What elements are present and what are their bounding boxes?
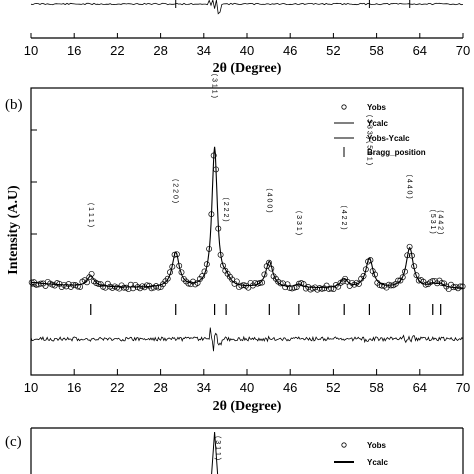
legend-ycalc: Ycalc: [367, 119, 388, 128]
panel-c-hkl-311: ( 3 1 1 ): [214, 436, 221, 460]
hkl-label: ( 2 2 2 ): [222, 198, 229, 222]
panel-a-ticks: 10 16 22 28 34 40 46 52 58 64 70: [24, 33, 470, 58]
panel-b-xtick-label: 46: [283, 380, 297, 395]
panel-b-xtick-label: 28: [153, 380, 167, 395]
legend-yobs-marker: [341, 104, 347, 110]
hkl-label: ( 4 4 0 ): [406, 175, 413, 199]
legend-diff: Yobs-Ycalc: [367, 134, 410, 143]
legend-yobs: Yobs: [367, 103, 387, 112]
yobs-point: [148, 285, 155, 292]
panel-a-xtick-label: 70: [456, 43, 470, 58]
panel-a-xtick-label: 40: [240, 43, 254, 58]
yobs-point: [360, 273, 367, 279]
panel-a-xtick-label: 22: [110, 43, 124, 58]
hkl-label: ( 3 1 1 ): [211, 74, 218, 98]
panel-a-xtick-label: 34: [197, 43, 211, 58]
yobs-point: [429, 278, 436, 285]
yobs-point: [328, 285, 335, 292]
yobs-point: [95, 280, 102, 287]
panel-b-xtick-label: 70: [456, 380, 470, 395]
panel-a-residual-line: [30, 0, 464, 15]
panel-c-legend: Yobs Ycalc: [334, 441, 388, 467]
yobs-point: [457, 283, 464, 290]
panel-c: (c) ( 3 1 1 ) Yobs Ycalc: [5, 427, 464, 474]
yobs-point: [296, 280, 302, 287]
yobs-point: [286, 284, 293, 291]
yobs-point: [220, 262, 226, 269]
c-legend-yobs-marker: [341, 442, 347, 448]
panel-b-xtick-label: 34: [197, 380, 211, 395]
yobs-point: [54, 280, 61, 287]
yobs-point: [266, 259, 272, 266]
panel-a-xtick-label: 52: [326, 43, 340, 58]
panel-b-hkl-labels: ( 1 1 1 ) ( 2 2 0 ) ( 3 1 1 ) ( 2 2 2 ) ( 4 …: [87, 74, 444, 235]
panel-a-xtick-label: 28: [153, 43, 167, 58]
hkl-label: ( 3 3 1 ): [295, 211, 302, 235]
yobs-point: [399, 274, 406, 281]
panel-a-residual: [30, 0, 464, 15]
yobs-point: [33, 281, 40, 288]
panel-b-legend: Yobs Ycalc Yobs-Ycalc Bragg_position: [334, 103, 426, 157]
yobs-point: [143, 282, 150, 289]
yobs-point: [277, 280, 284, 287]
c-legend-yobs: Yobs: [367, 441, 387, 450]
panel-c-label: (c): [5, 434, 22, 450]
hkl-label: ( 2 2 0 ): [172, 179, 179, 203]
panel-b-frame: [30, 87, 464, 376]
panel-c-peak-311: [211, 431, 219, 474]
panel-a-xtick-label: 46: [283, 43, 297, 58]
panel-b-xtick-label: 40: [240, 380, 254, 395]
yobs-point: [319, 285, 325, 292]
panel-b-label: (b): [5, 97, 23, 113]
panel-a-xtick-label: 10: [24, 43, 38, 58]
yobs-point: [325, 285, 332, 292]
yobs-point: [164, 275, 171, 282]
panel-b-xtick-label: 10: [24, 380, 38, 395]
panel-b-xtick-label: 22: [110, 380, 124, 395]
yobs-point: [254, 280, 261, 287]
hkl-label: ( 5 3 1 ): [429, 210, 436, 234]
yobs-point: [316, 285, 323, 292]
panel-b-difference-line: [30, 327, 464, 352]
panel-b-xlabel: 2θ (Degree): [213, 399, 282, 414]
yobs-point: [74, 283, 81, 290]
hkl-label: ( 4 4 2 ): [437, 210, 444, 234]
panel-a-xtick-label: 58: [369, 43, 383, 58]
yobs-point: [415, 277, 422, 284]
panel-b: (b) Intensity (A.U) Yobs Ycalc Yobs-Ycal…: [5, 74, 470, 414]
yobs-point: [256, 280, 263, 286]
hkl-label: ( 3 3 3 ) ( 5 1 1 ): [365, 115, 372, 165]
hkl-label: ( 4 2 2 ): [340, 206, 347, 230]
panel-a-xtick-label: 16: [67, 43, 81, 58]
panel-b-xtick-label: 52: [326, 380, 340, 395]
panel-b-xtick-label: 58: [369, 380, 383, 395]
panel-b-xtick-label: 16: [67, 380, 81, 395]
panel-b-ycalc-line: [30, 146, 463, 289]
c-legend-ycalc: Ycalc: [367, 458, 388, 467]
legend-bragg: Bragg_position: [367, 148, 426, 157]
yobs-point: [406, 243, 413, 250]
panel-b-xtick-label: 64: [413, 380, 427, 395]
yobs-point: [422, 281, 429, 288]
panel-b-x-ticks: 10 16 22 28 34 40 46 52 58 64 70: [24, 369, 470, 395]
hkl-label: ( 4 0 0 ): [265, 188, 272, 212]
yobs-point: [459, 283, 466, 290]
panel-b-left-ticks: [31, 129, 37, 287]
panel-b-bragg-positions: [90, 304, 442, 315]
yobs-point: [413, 272, 420, 279]
panel-a-xlabel: 2θ (Degree): [213, 61, 282, 76]
panel-a-xtick-label: 64: [413, 43, 427, 58]
hkl-label: ( 1 1 1 ): [87, 203, 94, 227]
panel-a: 10 16 22 28 34 40 46 52 58 64 70 2θ (Degree): [24, 0, 470, 76]
panel-b-ylabel: Intensity (A.U): [6, 185, 21, 275]
